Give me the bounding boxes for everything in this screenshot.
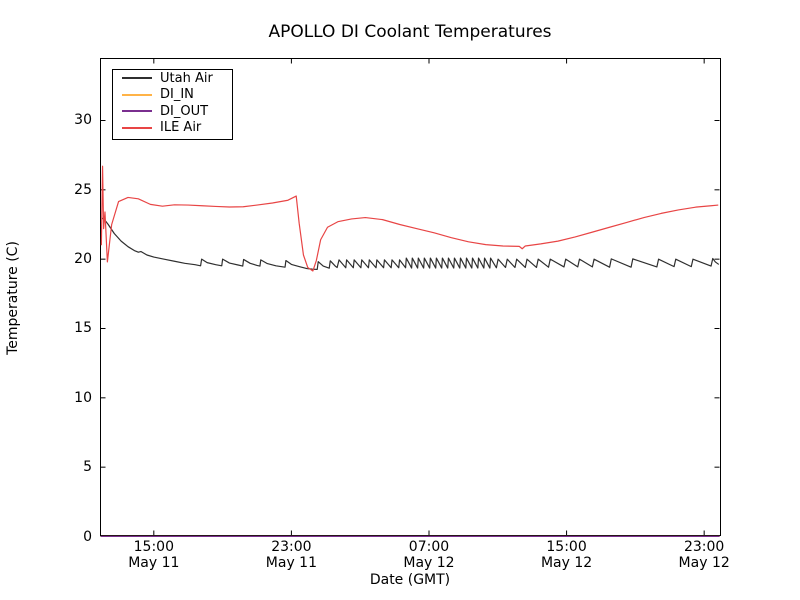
x-tick-label: 07:00 May 12 bbox=[389, 539, 469, 571]
x-tick-time: 23:00 bbox=[683, 539, 725, 555]
legend-item-utah-air: Utah Air bbox=[113, 70, 232, 87]
x-tick-date: May 12 bbox=[678, 555, 730, 571]
x-axis-label: Date (GMT) bbox=[369, 572, 451, 588]
y-tick-label: 10 bbox=[74, 389, 92, 406]
ile-air-line-swatch bbox=[122, 126, 152, 129]
series-line-ile-air bbox=[100, 165, 719, 272]
legend-label: Utah Air bbox=[160, 70, 213, 86]
plot-area bbox=[100, 58, 721, 537]
y-tick-label: 5 bbox=[83, 459, 92, 476]
x-tick-time: 23:00 bbox=[271, 539, 312, 555]
legend: Utah Air DI_IN DI_OUT ILE Air bbox=[112, 69, 233, 140]
x-tick-label: 15:00 May 12 bbox=[527, 539, 607, 571]
legend-item-di-in: DI_IN bbox=[113, 87, 232, 104]
series-line-utah-air bbox=[101, 217, 720, 271]
y-tick-label: 30 bbox=[74, 112, 92, 129]
x-tick-time: 15:00 bbox=[546, 539, 587, 555]
axes-frame bbox=[100, 58, 721, 536]
y-tick-label: 15 bbox=[74, 320, 92, 337]
x-tick-label: 23:00 May 12 bbox=[664, 539, 744, 571]
x-tick-time: 15:00 bbox=[133, 539, 174, 555]
y-axis-label: Temperature (C) bbox=[5, 241, 21, 355]
x-tick-label: 15:00 May 11 bbox=[114, 539, 194, 571]
di-out-line-swatch bbox=[122, 110, 152, 113]
x-tick-date: May 12 bbox=[540, 555, 593, 571]
x-tick-date: May 11 bbox=[128, 555, 180, 571]
utah-air-line-swatch bbox=[122, 77, 152, 80]
x-tick-date: May 12 bbox=[403, 555, 455, 571]
x-tick-time: 07:00 bbox=[408, 539, 450, 555]
legend-label: DI_IN bbox=[160, 87, 194, 103]
legend-item-di-out: DI_OUT bbox=[113, 103, 232, 120]
y-tick-label: 25 bbox=[74, 181, 92, 198]
chart-title: APOLLO DI Coolant Temperatures bbox=[268, 22, 552, 42]
di-in-line-swatch bbox=[122, 93, 152, 96]
x-tick-date: May 11 bbox=[265, 555, 317, 571]
legend-item-ile-air: ILE Air bbox=[113, 120, 232, 137]
legend-label: ILE Air bbox=[160, 120, 202, 136]
y-tick-label: 20 bbox=[74, 251, 92, 268]
y-tick-label: 0 bbox=[83, 528, 92, 545]
x-tick-label: 23:00 May 11 bbox=[251, 539, 331, 571]
legend-label: DI_OUT bbox=[160, 103, 209, 119]
